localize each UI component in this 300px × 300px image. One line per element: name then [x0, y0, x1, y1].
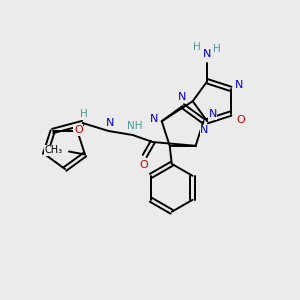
Text: H: H	[213, 44, 221, 54]
Text: N: N	[106, 118, 114, 128]
Text: O: O	[236, 115, 245, 124]
Text: O: O	[74, 125, 83, 135]
Text: CH₃: CH₃	[45, 146, 63, 155]
Text: N: N	[208, 109, 217, 119]
Text: H: H	[80, 109, 88, 119]
Text: N: N	[149, 114, 158, 124]
Text: H: H	[194, 42, 201, 52]
Text: N: N	[200, 125, 208, 135]
Text: N: N	[235, 80, 243, 90]
Text: N: N	[203, 49, 212, 59]
Text: NH: NH	[127, 121, 142, 131]
Text: O: O	[139, 160, 148, 170]
Text: N: N	[178, 92, 186, 102]
